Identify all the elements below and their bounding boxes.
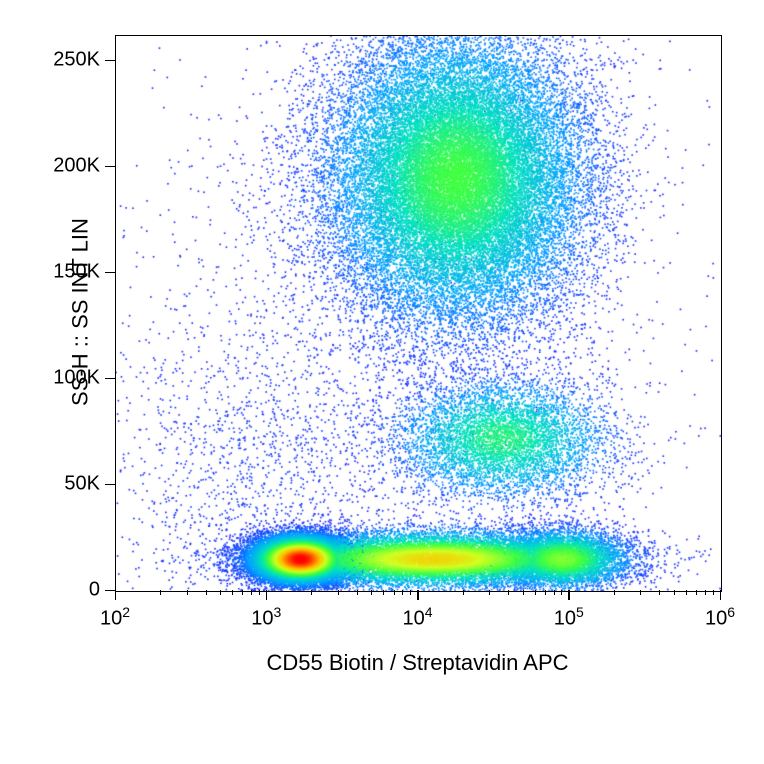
x-axis-label: CD55 Biotin / Streptavidin APC (115, 650, 720, 676)
y-tick-5: 250K (45, 49, 100, 72)
scatter-canvas (116, 36, 721, 591)
x-tick-6: 106 (705, 604, 735, 631)
x-tick-5: 105 (554, 604, 584, 631)
flow-cytometry-scatter: SS-H :: SS INT LIN CD55 Biotin / Strepta… (0, 0, 764, 764)
x-tick-2: 102 (100, 604, 130, 631)
y-axis-label: SS-H :: SS INT LIN (67, 34, 93, 589)
x-tick-3: 103 (251, 604, 281, 631)
y-tick-0: 0 (45, 579, 100, 602)
y-tick-1: 50K (45, 473, 100, 496)
y-tick-3: 150K (45, 261, 100, 284)
y-tick-4: 200K (45, 155, 100, 178)
x-tick-4: 104 (402, 604, 432, 631)
y-tick-2: 100K (45, 367, 100, 390)
